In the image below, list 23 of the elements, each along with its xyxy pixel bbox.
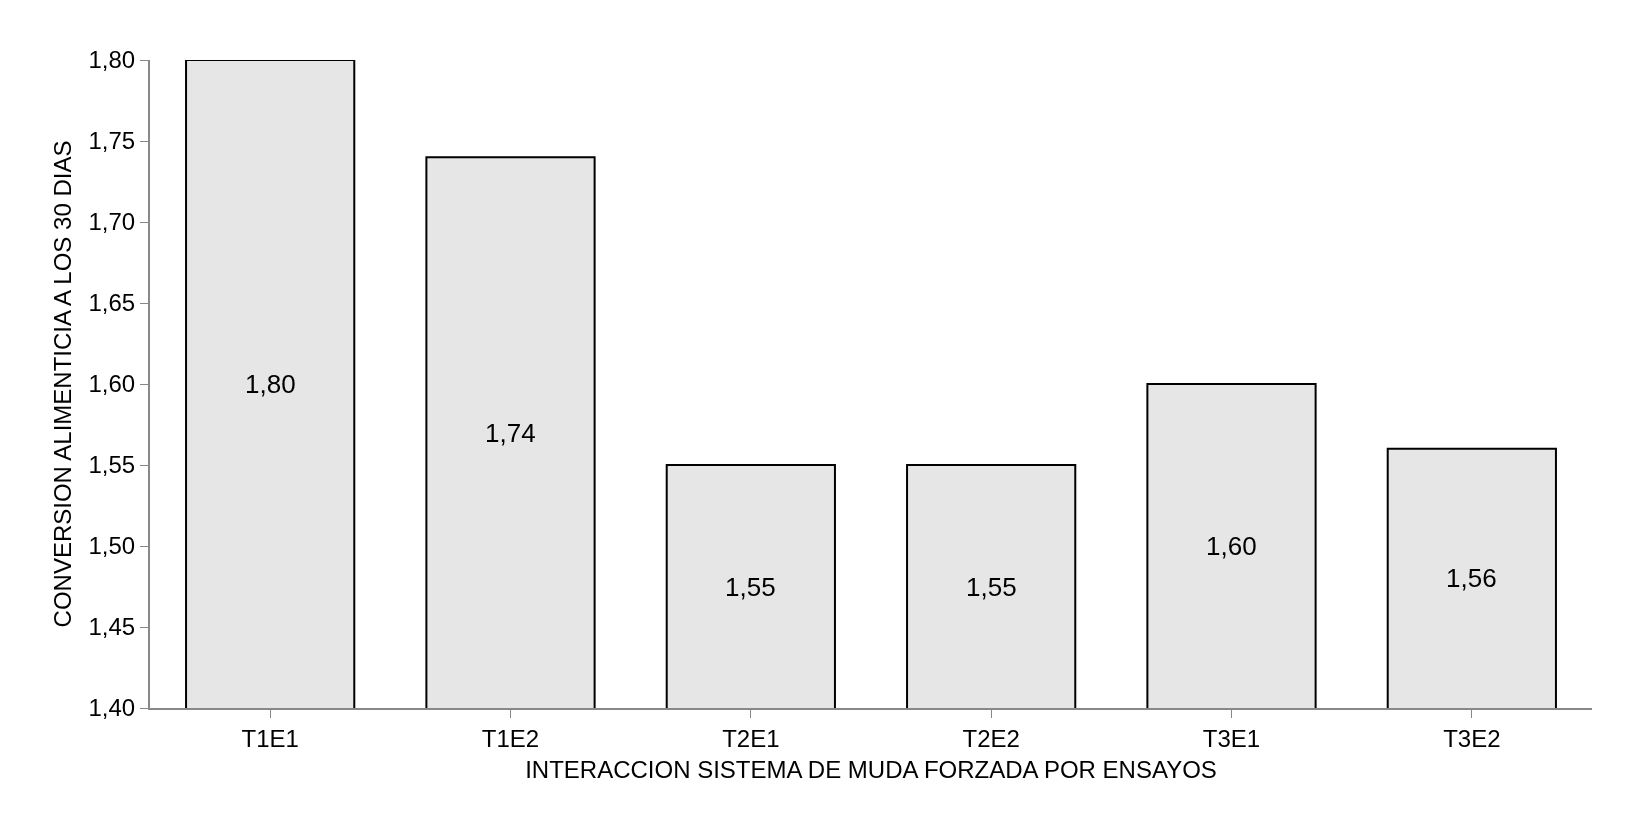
y-tick-label: 1,60: [88, 370, 136, 398]
y-tick-label: 1,80: [88, 46, 136, 74]
data-label: 1,55: [966, 572, 1017, 602]
y-tick-label: 1,75: [88, 127, 136, 155]
data-label: 1,56: [1446, 563, 1497, 593]
x-tick-label: T1E2: [481, 724, 540, 752]
data-label: 1,55: [725, 572, 776, 602]
y-axis-title: CONVERSION ALIMENTICIA A LOS 30 DIAS: [49, 140, 77, 628]
x-tick-label: T2E2: [962, 724, 1020, 752]
x-tick-label: T3E1: [1202, 724, 1261, 752]
x-tick-label: T3E2: [1443, 724, 1501, 752]
data-label: 1,74: [485, 418, 536, 448]
y-tick-label: 1,55: [88, 451, 136, 479]
x-tick-label: T1E1: [241, 724, 299, 752]
y-tick-label: 1,70: [88, 208, 136, 236]
y-tick-label: 1,65: [88, 289, 136, 317]
y-tick-label: 1,50: [88, 532, 136, 560]
y-tick-label: 1,40: [88, 694, 136, 722]
x-axis-title: INTERACCION SISTEMA DE MUDA FORZADA POR ENSAYOS: [525, 755, 1217, 783]
data-label: 1,80: [245, 369, 296, 399]
x-tick-label: T2E1: [722, 724, 780, 752]
y-tick-label: 1,45: [88, 613, 136, 641]
data-label: 1,60: [1206, 531, 1257, 561]
